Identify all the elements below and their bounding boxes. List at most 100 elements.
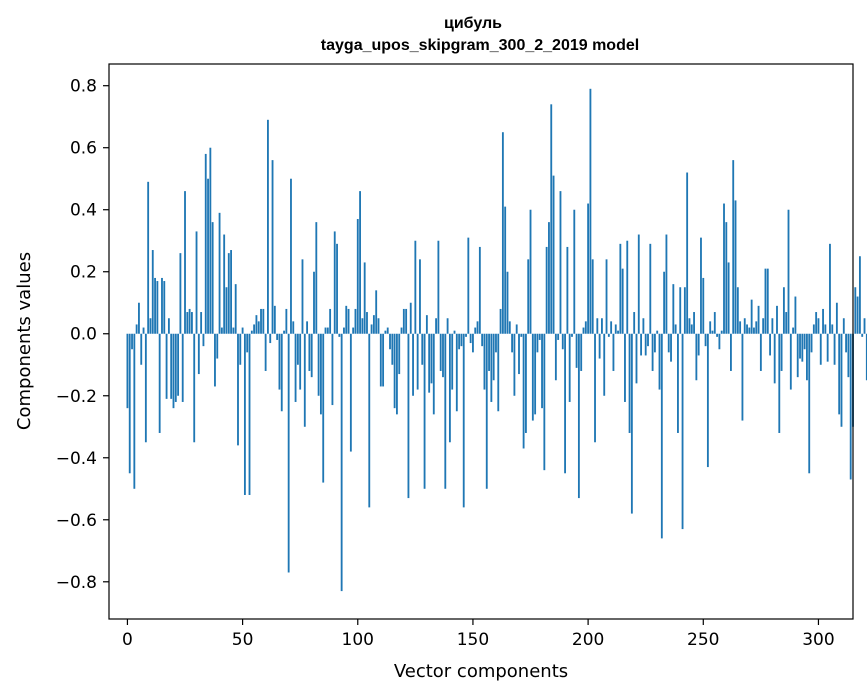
bar (815, 312, 818, 334)
bar (333, 231, 336, 334)
bar (432, 333, 435, 415)
bar (856, 296, 859, 334)
bar (402, 308, 405, 334)
bar (508, 321, 511, 334)
bar (635, 333, 638, 384)
bar (227, 253, 230, 334)
bar (340, 333, 343, 592)
bar (478, 246, 481, 334)
bar (294, 333, 297, 402)
bar (686, 172, 689, 334)
bar (393, 333, 396, 409)
bar (345, 305, 348, 334)
bar (248, 333, 251, 495)
bar (386, 327, 389, 334)
bar (776, 305, 778, 334)
bar (566, 246, 569, 334)
bar (582, 327, 585, 334)
bar (220, 327, 223, 334)
bar (702, 277, 705, 334)
bar (230, 250, 232, 334)
bar (803, 333, 806, 350)
bar (126, 333, 129, 409)
bar (723, 203, 725, 334)
bar (462, 333, 465, 508)
bar (147, 181, 150, 334)
bar (349, 333, 352, 452)
bar (444, 333, 447, 489)
bar (488, 333, 490, 371)
bar (660, 333, 663, 539)
bar (504, 206, 507, 334)
bar (296, 333, 299, 365)
bar (810, 333, 813, 353)
bar (283, 330, 285, 334)
bar (734, 200, 737, 334)
bar (596, 318, 599, 334)
bar (704, 333, 707, 347)
bar (269, 333, 272, 344)
bar (250, 330, 253, 334)
y-tick-label: −0.4 (56, 449, 97, 469)
bar (243, 333, 246, 495)
bar (446, 318, 449, 334)
bar (651, 333, 654, 371)
bar (234, 284, 237, 334)
bar (637, 234, 640, 334)
y-tick-label: 0.4 (70, 201, 97, 221)
bar (285, 308, 288, 334)
bar (276, 333, 279, 340)
bar (246, 333, 249, 353)
bar (292, 321, 295, 334)
bar (280, 333, 283, 412)
bar (536, 333, 539, 353)
bar (214, 333, 216, 387)
bar (538, 333, 541, 340)
bar (794, 296, 797, 334)
y-tick-label: −0.6 (56, 511, 97, 531)
bar (195, 231, 198, 334)
bar (610, 321, 613, 334)
x-tick-label: 200 (572, 630, 604, 650)
bar (854, 287, 857, 334)
bar (633, 312, 636, 334)
bar (817, 318, 820, 334)
bar (693, 312, 695, 334)
y-axis-label: Components values (14, 252, 35, 430)
bar (603, 333, 606, 396)
bar (375, 290, 378, 334)
bar (589, 88, 592, 334)
bar (571, 333, 573, 337)
bar (782, 287, 785, 334)
y-tick-label: −0.2 (56, 387, 97, 407)
bar (672, 284, 675, 334)
x-tick-label: 150 (457, 630, 489, 650)
bar (163, 281, 166, 334)
bar (665, 234, 668, 334)
bar (310, 333, 313, 378)
bar (144, 333, 147, 443)
bar (683, 287, 686, 334)
bar (785, 312, 788, 334)
bar (262, 308, 265, 334)
bar (218, 212, 221, 334)
y-axis-ticks: −0.8 −0.6 −0.4 −0.2 0.0 0.2 0.4 0.6 0.8 (56, 77, 109, 593)
bar (467, 237, 470, 334)
bar (322, 333, 325, 483)
bar (527, 259, 530, 334)
bar (619, 243, 622, 334)
bar (849, 333, 852, 480)
bar (211, 222, 214, 334)
bar (838, 333, 841, 415)
bar (766, 268, 769, 334)
bar (306, 321, 309, 334)
bar (736, 287, 739, 334)
bar (812, 324, 815, 334)
bar (232, 327, 235, 334)
bar (773, 333, 776, 384)
bar (271, 160, 274, 334)
bar (465, 333, 467, 337)
bar (706, 333, 709, 468)
bar (177, 333, 180, 396)
bar (223, 234, 226, 334)
